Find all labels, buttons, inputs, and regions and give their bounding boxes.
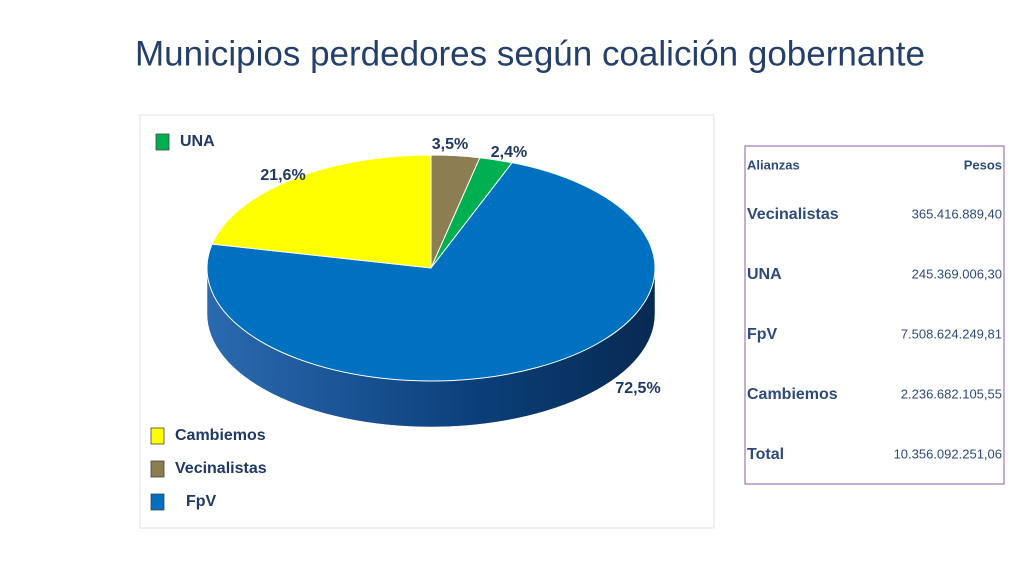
table-cell: Cambiemos — [747, 386, 838, 403]
data-label: 72,5% — [615, 380, 660, 397]
pie-slice — [206, 162, 656, 382]
table-cell: 7.508.624.249,81 — [901, 326, 1002, 341]
legend-label: Vecinalistas — [175, 460, 267, 477]
table-cell: Vecinalistas — [747, 206, 839, 223]
table-header: Pesos — [964, 157, 1002, 172]
table-cell: 10.356.092.251,06 — [894, 446, 1002, 461]
table: Alianzas Pesos Vecinalistas 365.416.889,40 U… — [747, 157, 1002, 463]
table-cell: 365.416.889,40 — [912, 206, 1002, 221]
table-header: Alianzas — [747, 157, 800, 172]
table-cell: 2.236.682.105,55 — [901, 386, 1002, 401]
pie-slice — [211, 154, 432, 269]
data-label: 2,4% — [491, 144, 527, 161]
legend-swatch — [150, 493, 165, 511]
table-cell: Total — [747, 446, 784, 463]
legend-label: UNA — [180, 133, 215, 150]
data-label: 3,5% — [432, 136, 468, 153]
slide-title: Municipios perdedores según coalición go… — [135, 34, 925, 73]
legend-swatch — [150, 427, 165, 445]
legend-label: FpV — [186, 493, 217, 510]
table-cell: 245.369.006,30 — [912, 266, 1002, 281]
table-cell: UNA — [747, 266, 782, 283]
legend-swatch — [155, 133, 170, 151]
legend-label: Cambiemos — [175, 427, 266, 444]
legend-swatch — [150, 460, 165, 478]
pie: 3,5% 2,4% 72,5% 21,6% Vecinalistas UNA FpV Camb… — [150, 133, 661, 511]
table-frame — [744, 145, 1005, 485]
table-cell: FpV — [747, 326, 778, 343]
data-label: 21,6% — [260, 167, 305, 184]
